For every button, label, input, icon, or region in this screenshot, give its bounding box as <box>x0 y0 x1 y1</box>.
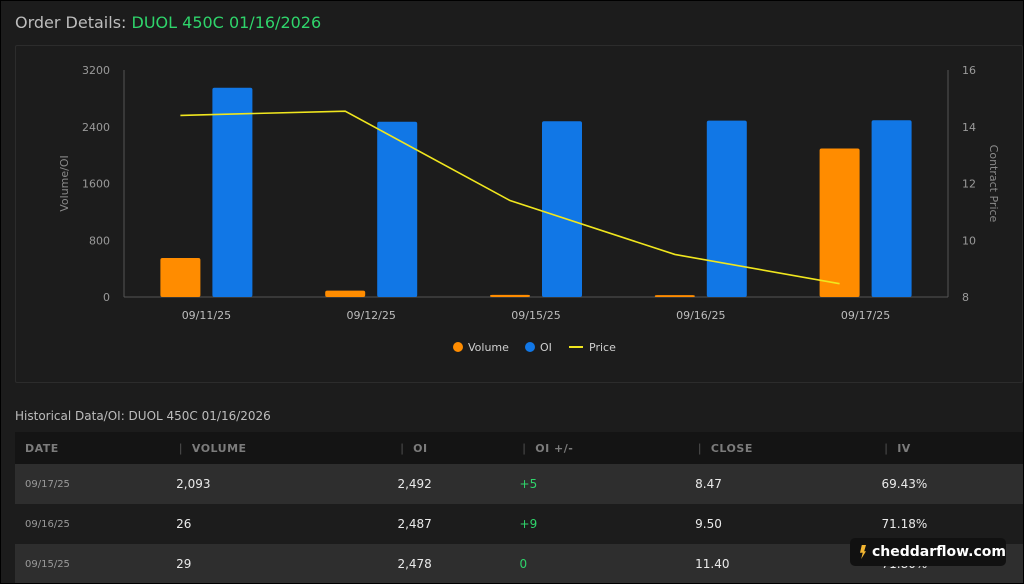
y-tick-label: 0 <box>103 291 110 304</box>
column-divider-icon: ❘ <box>397 441 408 455</box>
y2-tick-label: 16 <box>962 64 976 77</box>
table-body: 09/17/25 2,093 2,492 +5 8.47 69.43% 09/16/25 26… <box>15 464 1023 583</box>
table-cell: 09/15/25 <box>15 544 167 583</box>
column-divider-icon: ❘ <box>176 441 186 455</box>
y-tick-label: 2400 <box>82 121 110 134</box>
table-cell: 2,487 <box>387 504 510 544</box>
y2-tick-label: 14 <box>962 121 976 134</box>
y-axis-label: Volume/OI <box>58 155 71 212</box>
column-header[interactable]: ❘ CLOSE <box>685 432 872 464</box>
table-cell: 2,093 <box>166 464 388 504</box>
volume-oi-price-chart: 0 800 1600 2400 3200 8 10 12 14 16 Volume/OI Contra… <box>58 64 1000 354</box>
legend-volume-label: Volume <box>468 341 509 354</box>
price-line <box>180 110 840 285</box>
column-header-label: OI +/- <box>535 441 574 455</box>
oi-bar <box>377 121 418 297</box>
volume-bar <box>325 290 366 297</box>
table-row[interactable]: 09/17/25 2,093 2,492 +5 8.47 69.43% <box>15 464 1023 504</box>
column-header-label: VOLUME <box>191 441 247 455</box>
y-tick-label: 1600 <box>82 178 110 191</box>
volume-bar <box>160 257 201 297</box>
oi-bar <box>212 87 253 297</box>
x-tick-label: 09/17/25 <box>841 309 890 322</box>
table-cell: 29 <box>166 544 388 583</box>
table-cell: 71.18% <box>871 504 1023 544</box>
table-cell: +5 <box>509 464 686 504</box>
x-tick-label: 09/16/25 <box>676 309 725 322</box>
x-tick-label: 09/12/25 <box>346 309 395 322</box>
volume-bar <box>490 294 530 297</box>
table-cell: 09/16/25 <box>15 504 167 544</box>
table-cell: 9.50 <box>685 504 872 544</box>
column-divider-icon: ❘ <box>519 441 530 455</box>
contract-name: DUOL 450C 01/16/2026 <box>131 13 322 32</box>
y2-tick-label: 10 <box>962 234 976 247</box>
column-header[interactable]: ❘ IV <box>871 432 1023 464</box>
table-cell: 26 <box>166 504 388 544</box>
table-cell: +9 <box>509 504 686 544</box>
oi-bar <box>706 120 747 298</box>
y-tick-label: 3200 <box>82 64 110 77</box>
oi-bar <box>542 121 582 297</box>
table-cell: 8.47 <box>685 464 872 504</box>
title-label: Order Details: <box>15 13 127 32</box>
legend-oi-icon <box>525 342 535 352</box>
oi-bar <box>871 120 912 297</box>
x-tick-label: 09/11/25 <box>182 309 231 322</box>
page-title: Order Details: DUOL 450C 01/16/2026 <box>15 13 321 32</box>
table-row[interactable]: 09/16/25 26 2,487 +9 9.50 71.18% <box>15 504 1023 544</box>
table-cell: 09/17/25 <box>15 464 167 504</box>
table-cell: 69.43% <box>871 464 1023 504</box>
column-header[interactable]: ❘ VOLUME <box>166 432 388 464</box>
column-divider-icon: ❘ <box>695 441 705 455</box>
table-cell: 11.40 <box>685 544 872 583</box>
historical-table: DATE ❘ VOLUME ❘ OI ❘ OI +/- ❘ CLOSE ❘ IV 09/17/25 2… <box>15 432 1023 583</box>
table-header-row: DATE ❘ VOLUME ❘ OI ❘ OI +/- ❘ CLOSE ❘ IV <box>15 432 1023 464</box>
historical-title: Historical Data/OI: DUOL 450C 01/16/2026 <box>15 409 271 423</box>
y-tick-label: 800 <box>89 234 110 247</box>
column-header-label: CLOSE <box>710 441 753 455</box>
column-header-label: OI <box>413 441 428 455</box>
column-header[interactable]: DATE <box>15 432 167 464</box>
cheddarflow-watermark: cheddarflow.com <box>850 538 1006 566</box>
column-header-label: IV <box>897 441 911 455</box>
column-header[interactable]: ❘ OI <box>387 432 510 464</box>
y2-tick-label: 12 <box>962 178 976 191</box>
chart-container: 0 800 1600 2400 3200 8 10 12 14 16 Volume/OI Contra… <box>15 45 1023 383</box>
x-tick-label: 09/15/25 <box>511 309 560 322</box>
table-cell: 2,478 <box>387 544 510 583</box>
table-cell: 0 <box>509 544 686 583</box>
volume-bar <box>819 148 860 297</box>
column-divider-icon: ❘ <box>881 441 892 455</box>
column-header[interactable]: ❘ OI +/- <box>509 432 686 464</box>
volume-bar <box>654 295 695 297</box>
column-header-label: DATE <box>25 441 59 455</box>
legend-price-label: Price <box>589 341 616 354</box>
y2-axis-label: Contract Price <box>987 145 1000 223</box>
cheddarflow-logo-icon <box>860 545 866 559</box>
watermark-text: cheddarflow.com <box>871 544 1006 560</box>
legend-volume-icon <box>453 342 463 352</box>
table-cell: 2,492 <box>387 464 510 504</box>
y2-tick-label: 8 <box>962 291 969 304</box>
legend-oi-label: OI <box>540 341 552 354</box>
